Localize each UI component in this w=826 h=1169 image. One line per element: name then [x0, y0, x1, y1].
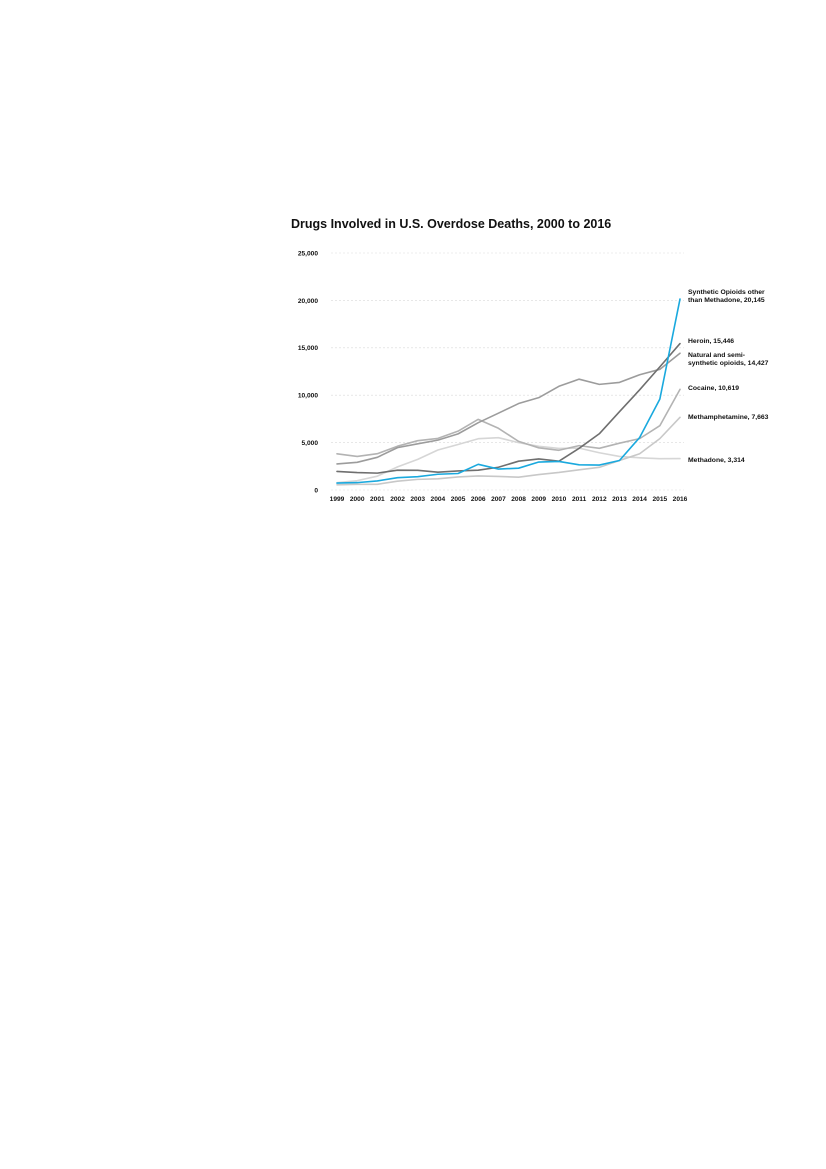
series-line — [336, 298, 681, 484]
x-tick-label: 2003 — [410, 496, 425, 503]
chart-title: Drugs Involved in U.S. Overdose Deaths, … — [291, 217, 612, 231]
series-labels: Synthetic Opioids other than Methadone, 2… — [688, 289, 769, 464]
x-tick-label: 2000 — [350, 496, 365, 503]
x-tick-label: 2013 — [612, 496, 627, 503]
x-tick-label: 2016 — [673, 496, 688, 503]
y-tick-label: 5,000 — [301, 440, 318, 447]
series-line — [336, 352, 681, 465]
y-tick-label: 10,000 — [298, 393, 319, 400]
y-tick-label: 15,000 — [298, 345, 319, 352]
x-tick-label: 1999 — [330, 496, 345, 503]
x-tick-label: 2015 — [652, 496, 667, 503]
series-label: Methamphetamine, 7,663 — [688, 414, 769, 421]
series-line — [336, 416, 681, 486]
y-tick-label: 20,000 — [298, 298, 319, 305]
series-label: Synthetic Opioids other than Methadone, 2… — [688, 289, 765, 304]
x-tick-label: 2008 — [511, 496, 526, 503]
x-tick-label: 2002 — [390, 496, 405, 503]
x-tick-label: 2010 — [552, 496, 567, 503]
x-tick-label: 2011 — [572, 496, 587, 503]
series-lines — [336, 298, 681, 486]
x-tick-label: 2012 — [592, 496, 607, 503]
series-label: Natural and semi-synthetic opioids, 14,4… — [688, 352, 769, 367]
x-axis-ticks: 1999 2000 2001 2002 2003 2004 2005 2006 2007 2008… — [330, 496, 688, 503]
series-label: Methadone, 3,314 — [688, 457, 745, 464]
series-line — [336, 436, 681, 484]
y-tick-label: 25,000 — [298, 250, 319, 257]
grid-lines — [331, 252, 684, 491]
x-tick-label: 2005 — [451, 496, 466, 503]
x-tick-label: 2006 — [471, 496, 486, 503]
y-tick-label: 0 — [314, 487, 318, 494]
series-line — [336, 342, 681, 474]
series-label: Heroin, 15,446 — [688, 338, 734, 345]
x-tick-label: 2009 — [531, 496, 546, 503]
x-tick-label: 2007 — [491, 496, 506, 503]
x-tick-label: 2001 — [370, 496, 385, 503]
x-tick-label: 2014 — [632, 496, 647, 503]
y-axis-ticks: 0 5,000 10,000 15,000 20,000 25,000 — [298, 250, 319, 494]
x-tick-label: 2004 — [431, 496, 446, 503]
series-label: Cocaine, 10,619 — [688, 385, 739, 392]
series-line — [336, 388, 681, 458]
